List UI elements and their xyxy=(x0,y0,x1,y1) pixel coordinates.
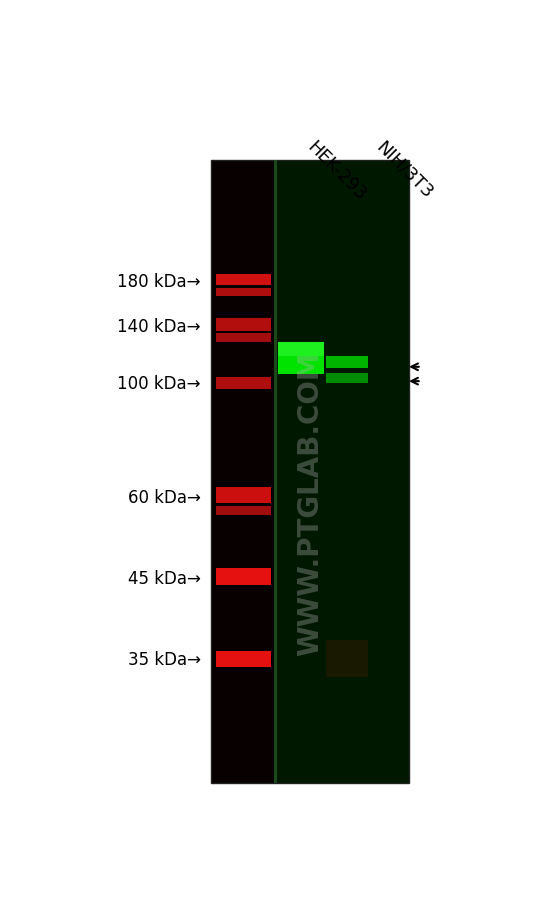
Bar xyxy=(326,356,368,369)
Bar xyxy=(215,506,271,515)
Bar xyxy=(215,651,271,667)
Text: 35 kDa→: 35 kDa→ xyxy=(128,650,201,668)
Bar xyxy=(211,161,275,784)
Bar xyxy=(278,343,324,357)
Text: 60 kDa→: 60 kDa→ xyxy=(128,488,201,506)
Bar xyxy=(275,161,408,784)
Bar xyxy=(211,161,408,784)
Text: 45 kDa→: 45 kDa→ xyxy=(128,569,201,587)
Bar xyxy=(215,488,271,503)
Bar xyxy=(215,568,271,585)
Bar xyxy=(326,640,368,677)
Bar xyxy=(278,343,324,375)
Bar xyxy=(274,161,277,784)
Text: 140 kDa→: 140 kDa→ xyxy=(117,318,201,336)
Text: NIH/3T3: NIH/3T3 xyxy=(372,138,436,202)
Text: 100 kDa→: 100 kDa→ xyxy=(117,374,201,392)
Text: HEK-293: HEK-293 xyxy=(304,138,370,204)
Bar xyxy=(215,334,271,343)
Bar xyxy=(215,318,271,332)
Bar xyxy=(326,373,368,383)
Bar xyxy=(215,274,271,286)
Bar xyxy=(215,289,271,297)
Bar xyxy=(215,378,271,389)
Text: WWW.PTGLAB.COM: WWW.PTGLAB.COM xyxy=(296,351,323,655)
Text: 180 kDa→: 180 kDa→ xyxy=(117,273,201,291)
